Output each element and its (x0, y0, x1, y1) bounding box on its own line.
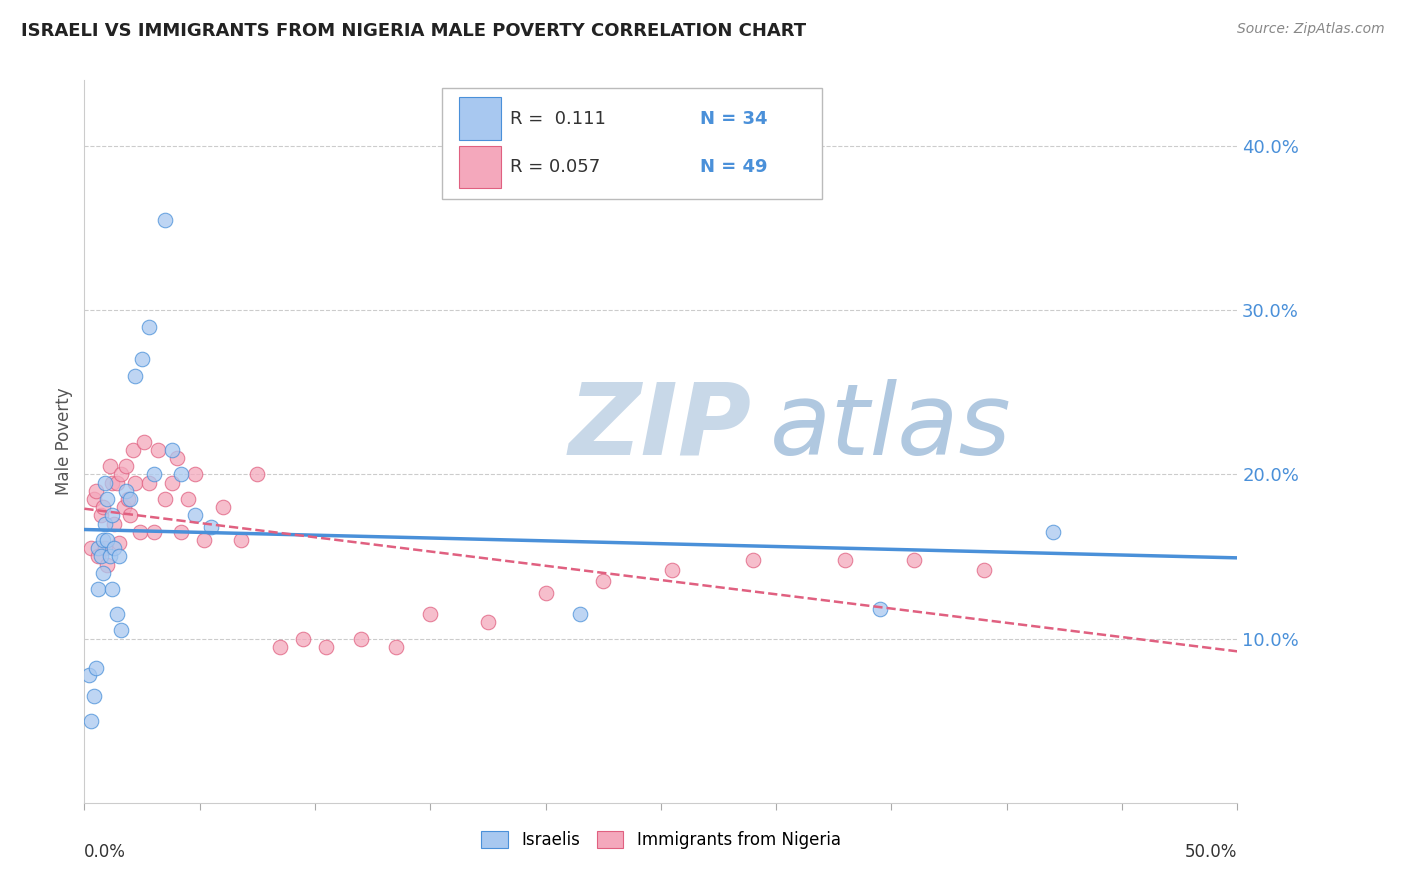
Y-axis label: Male Poverty: Male Poverty (55, 388, 73, 495)
Point (231, 533, 253, 547)
Point (184, 467, 207, 482)
Point (903, 553, 925, 567)
Point (91, 533, 114, 547)
Text: 0.0%: 0.0% (84, 843, 127, 861)
Text: N = 49: N = 49 (700, 158, 768, 176)
Point (200, 520, 222, 534)
Text: R = 0.057: R = 0.057 (510, 158, 600, 176)
Point (80, 541, 103, 556)
Point (91, 500, 114, 515)
Point (160, 475, 183, 490)
Point (96, 533, 118, 547)
Point (170, 524, 193, 539)
Point (128, 524, 150, 539)
Point (142, 467, 165, 482)
Point (1042, 524, 1064, 539)
Point (869, 602, 891, 616)
Point (77, 667, 100, 681)
Point (661, 563, 683, 577)
Point (87, 541, 110, 556)
Text: atlas: atlas (770, 378, 1012, 475)
FancyBboxPatch shape (460, 97, 501, 140)
Point (87, 549, 110, 564)
Point (138, 319, 160, 334)
Point (98, 549, 121, 564)
Point (246, 467, 269, 482)
Point (115, 459, 138, 474)
Point (350, 632, 373, 646)
Point (89, 508, 111, 523)
Point (80, 714, 103, 728)
Point (94, 541, 117, 556)
Point (477, 615, 499, 630)
Point (269, 640, 291, 654)
Point (89, 549, 111, 564)
Point (112, 500, 135, 515)
Point (101, 508, 124, 523)
Point (166, 450, 188, 465)
Point (146, 442, 169, 457)
Point (193, 533, 215, 547)
Point (170, 467, 193, 482)
Point (83, 491, 105, 506)
Point (105, 607, 128, 621)
Point (534, 585, 557, 599)
Point (105, 475, 128, 490)
Point (131, 352, 153, 367)
Point (124, 368, 146, 383)
Point (120, 508, 142, 523)
Text: Source: ZipAtlas.com: Source: ZipAtlas.com (1237, 22, 1385, 37)
Point (101, 475, 124, 490)
Point (110, 467, 132, 482)
Point (84, 483, 107, 498)
Point (592, 574, 614, 588)
Text: 50.0%: 50.0% (1185, 843, 1237, 861)
Point (110, 624, 132, 638)
Point (91, 566, 114, 580)
Point (108, 549, 131, 564)
Point (834, 553, 856, 567)
Point (177, 491, 200, 506)
Point (103, 516, 125, 531)
Point (384, 640, 406, 654)
Point (120, 491, 142, 506)
Point (117, 491, 139, 506)
Point (124, 475, 146, 490)
Point (96, 491, 118, 506)
Point (121, 442, 143, 457)
Point (98, 459, 121, 474)
Point (211, 500, 233, 515)
Legend: Israelis, Immigrants from Nigeria: Israelis, Immigrants from Nigeria (474, 824, 848, 856)
Point (160, 442, 183, 457)
Point (134, 434, 156, 449)
FancyBboxPatch shape (460, 145, 501, 188)
Text: N = 34: N = 34 (700, 110, 768, 128)
Point (153, 491, 176, 506)
Point (569, 607, 592, 621)
Point (94, 475, 117, 490)
Point (103, 541, 125, 556)
Point (153, 212, 176, 227)
Point (96, 558, 118, 572)
FancyBboxPatch shape (441, 87, 823, 200)
Point (142, 524, 165, 539)
Point (973, 563, 995, 577)
Text: ISRAELI VS IMMIGRANTS FROM NIGERIA MALE POVERTY CORRELATION CHART: ISRAELI VS IMMIGRANTS FROM NIGERIA MALE … (21, 22, 806, 40)
Point (292, 632, 315, 646)
Text: R =  0.111: R = 0.111 (510, 110, 606, 128)
Point (315, 640, 337, 654)
Point (138, 475, 160, 490)
Text: ZIP: ZIP (568, 378, 752, 475)
Point (84, 661, 107, 675)
Point (108, 536, 131, 550)
Point (83, 689, 105, 703)
Point (742, 553, 765, 567)
Point (115, 483, 138, 498)
Point (184, 508, 207, 523)
Point (87, 582, 110, 597)
Point (94, 516, 117, 531)
Point (419, 607, 441, 621)
Point (101, 582, 124, 597)
